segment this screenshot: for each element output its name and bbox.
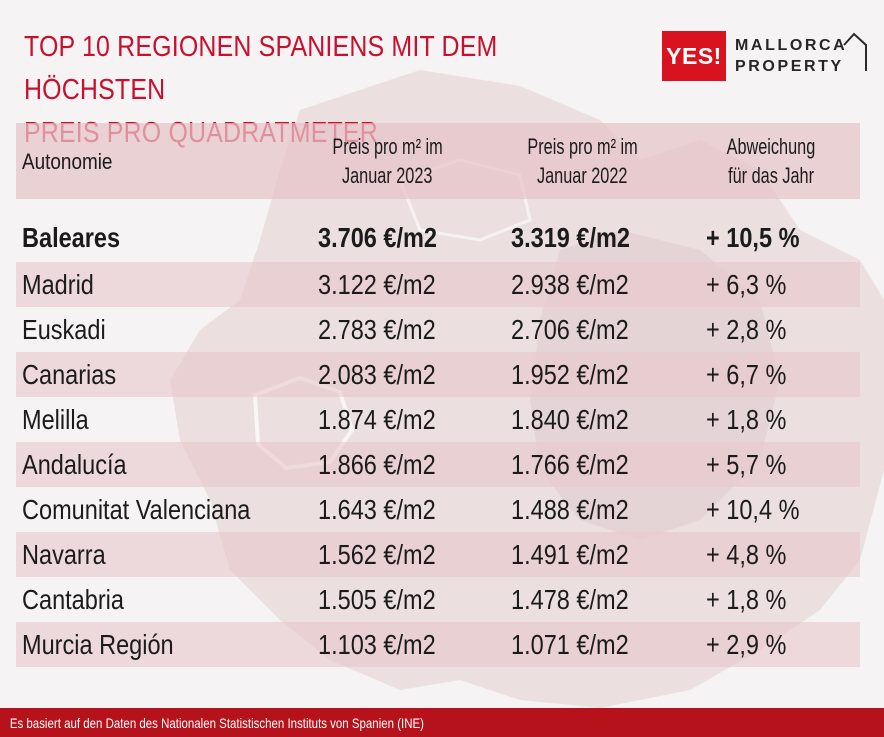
header-price-2022: Preis pro m² im Januar 2022 <box>527 134 639 188</box>
table-row: Baleares 3.706 €/m2 3.319 €/m2 + 10,5 % <box>16 214 860 262</box>
source-note: Es basiert auf den Daten des Nationalen … <box>9 714 424 731</box>
deviation-cell: + 4,8 % <box>706 538 787 570</box>
price-2022-cell: 1.766 €/m2 <box>511 448 629 480</box>
deviation-cell: + 6,7 % <box>706 358 787 390</box>
price-2022-cell: 1.478 €/m2 <box>511 583 629 615</box>
logo-line-2: PROPERTY <box>735 58 844 75</box>
deviation-cell: + 2,8 % <box>706 313 787 345</box>
table-row: Melilla 1.874 €/m2 1.840 €/m2 + 1,8 % <box>16 397 860 442</box>
header-deviation: Abweichung für das Jahr <box>726 134 816 188</box>
deviation-cell: + 1,8 % <box>706 403 787 435</box>
price-2023-cell: 1.643 €/m2 <box>318 493 436 525</box>
price-2023-cell: 1.866 €/m2 <box>318 448 436 480</box>
price-2022-cell: 2.706 €/m2 <box>511 313 629 345</box>
header-region: Autonomie <box>22 148 113 174</box>
deviation-cell: + 1,8 % <box>706 583 787 615</box>
price-2023-cell: 2.783 €/m2 <box>318 313 436 345</box>
price-2022-cell: 2.938 €/m2 <box>511 268 629 300</box>
table-row: Canarias 2.083 €/m2 1.952 €/m2 + 6,7 % <box>16 352 860 397</box>
logo-text: MALLORCA PROPERTY <box>735 35 865 77</box>
price-2022-cell: 1.488 €/m2 <box>511 493 629 525</box>
price-2022-cell: 1.840 €/m2 <box>511 403 629 435</box>
table-row: Comunitat Valenciana 1.643 €/m2 1.488 €/m2… <box>16 487 860 532</box>
region-cell: Canarias <box>22 358 117 390</box>
price-2023-cell: 1.103 €/m2 <box>318 628 436 660</box>
deviation-cell: + 10,4 % <box>706 493 800 525</box>
price-table: Autonomie Preis pro m² im Januar 2023 Pre… <box>16 123 860 667</box>
region-cell: Madrid <box>22 268 94 300</box>
logo-badge: YES! <box>662 31 726 81</box>
deviation-cell: + 6,3 % <box>706 268 787 300</box>
region-cell: Melilla <box>22 403 89 435</box>
region-cell: Cantabria <box>22 583 124 615</box>
source-footer: Es basiert auf den Daten des Nationalen … <box>0 708 884 737</box>
price-2023-cell: 3.122 €/m2 <box>318 268 436 300</box>
header-price-2023: Preis pro m² im Januar 2023 <box>332 134 444 188</box>
price-2023-cell: 2.083 €/m2 <box>318 358 436 390</box>
region-cell: Navarra <box>22 538 106 570</box>
table-row: Andalucía 1.866 €/m2 1.766 €/m2 + 5,7 % <box>16 442 860 487</box>
price-2022-cell: 1.491 €/m2 <box>511 538 629 570</box>
table-row: Madrid 3.122 €/m2 2.938 €/m2 + 6,3 % <box>16 262 860 307</box>
deviation-cell: + 5,7 % <box>706 448 787 480</box>
price-2023-cell: 3.706 €/m2 <box>318 222 438 253</box>
price-2022-cell: 1.952 €/m2 <box>511 358 629 390</box>
table-row: Cantabria 1.505 €/m2 1.478 €/m2 + 1,8 % <box>16 577 860 622</box>
table-row: Navarra 1.562 €/m2 1.491 €/m2 + 4,8 % <box>16 532 860 577</box>
table-body: Baleares 3.706 €/m2 3.319 €/m2 + 10,5 % Madr… <box>16 214 860 667</box>
table-row: Euskadi 2.783 €/m2 2.706 €/m2 + 2,8 % <box>16 307 860 352</box>
price-2023-cell: 1.874 €/m2 <box>318 403 436 435</box>
deviation-cell: + 10,5 % <box>706 222 800 253</box>
table-header: Autonomie Preis pro m² im Januar 2023 Pre… <box>16 123 860 199</box>
region-cell: Euskadi <box>22 313 106 345</box>
region-cell: Baleares <box>22 222 121 253</box>
deviation-cell: + 2,9 % <box>706 628 787 660</box>
table-row: Murcia Región 1.103 €/m2 1.071 €/m2 + 2,9 % <box>16 622 860 667</box>
logo-line-1: MALLORCA <box>735 37 848 54</box>
title-line-1: TOP 10 REGIONEN SPANIENS MIT DEM HÖCHSTE… <box>24 31 498 106</box>
region-cell: Comunitat Valenciana <box>22 493 251 525</box>
region-cell: Murcia Región <box>22 628 174 660</box>
price-2023-cell: 1.562 €/m2 <box>318 538 436 570</box>
price-2022-cell: 1.071 €/m2 <box>511 628 629 660</box>
price-2022-cell: 3.319 €/m2 <box>511 222 631 253</box>
price-2023-cell: 1.505 €/m2 <box>318 583 436 615</box>
region-cell: Andalucía <box>22 448 127 480</box>
house-roof-icon <box>843 32 867 71</box>
